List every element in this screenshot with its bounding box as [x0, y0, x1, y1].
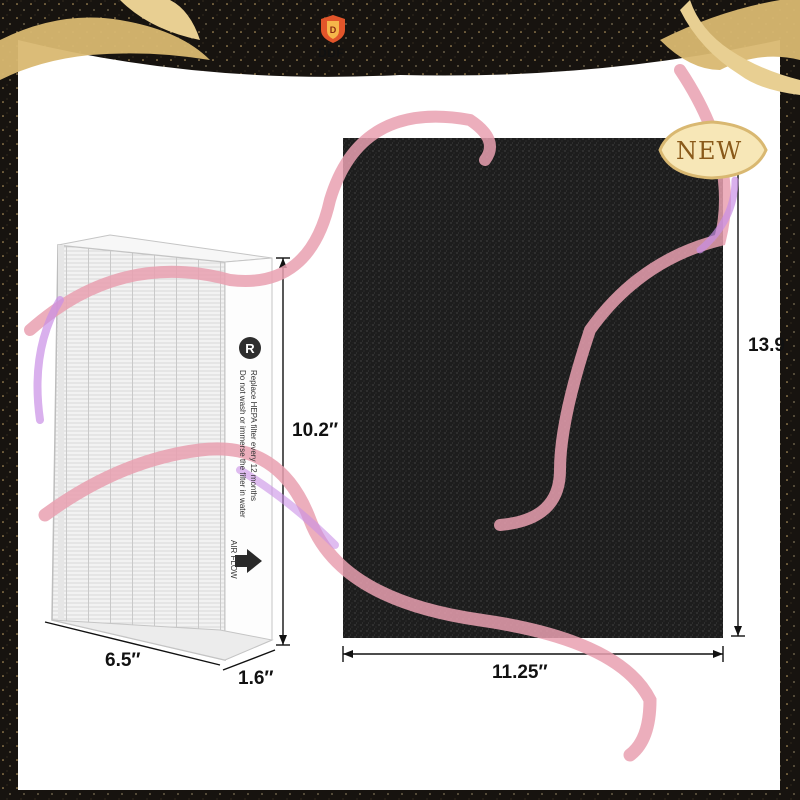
gold-ribbon-left-fold	[120, 0, 200, 40]
new-badge-label: NEW	[676, 137, 743, 165]
carbon-width-dimension: 11.25″	[492, 662, 548, 683]
carbon-filter-sheet	[343, 138, 723, 638]
ddf-shield-logo-icon: D	[321, 15, 345, 43]
hepa-height-dimension: 10.2″	[292, 420, 339, 441]
gold-ribbon-right	[660, 0, 800, 70]
gold-ribbon-left	[0, 17, 210, 80]
svg-text:D: D	[330, 25, 337, 35]
hepa-width-dimension: 6.5″	[105, 650, 141, 671]
airflow-arrow-icon	[235, 549, 262, 573]
new-badge	[658, 120, 768, 180]
hepa-label-line1: Replace HEPA filter every 12 months	[249, 370, 258, 502]
svg-text:R: R	[245, 341, 255, 356]
gold-ribbon-right-fold	[680, 0, 800, 95]
hepa-depth-dimension: 1.6″	[238, 668, 274, 689]
carbon-height-dimension: 13.9	[748, 335, 785, 356]
brand-circle-logo: R	[239, 337, 261, 359]
dimension-lines	[44, 138, 745, 671]
brand-name: DDF	[318, 46, 345, 60]
hepa-label-line2: Do not wash or immerse the filter in wat…	[238, 370, 247, 518]
pink-ribbons	[24, 64, 739, 762]
airflow-label: AIR FLOW	[229, 540, 238, 579]
